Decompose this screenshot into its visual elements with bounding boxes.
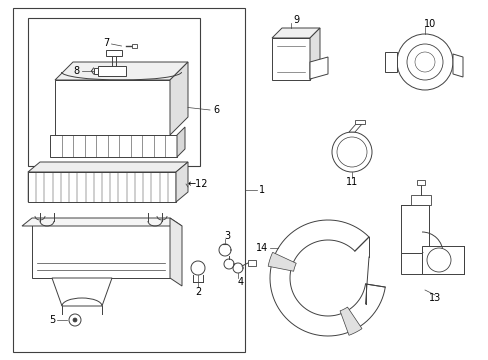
Polygon shape [309, 28, 319, 80]
Polygon shape [93, 68, 97, 74]
Polygon shape [400, 205, 428, 253]
Text: 10: 10 [423, 19, 435, 29]
Text: 9: 9 [292, 15, 299, 25]
Polygon shape [55, 62, 187, 80]
Polygon shape [339, 307, 361, 335]
Text: 6: 6 [213, 105, 219, 115]
Text: ←12: ←12 [187, 179, 208, 189]
Polygon shape [28, 162, 187, 172]
Text: 13: 13 [428, 293, 440, 303]
Bar [13, 8, 244, 352]
Polygon shape [452, 54, 462, 77]
Text: 5: 5 [49, 315, 55, 325]
Polygon shape [271, 28, 319, 38]
Bar [247, 260, 256, 266]
Circle shape [406, 44, 442, 80]
Text: 1: 1 [259, 185, 264, 195]
Text: 3: 3 [224, 231, 229, 241]
Polygon shape [271, 38, 309, 80]
Bar [354, 120, 364, 124]
Bar [410, 195, 430, 205]
Polygon shape [55, 80, 170, 135]
Bar [131, 44, 136, 48]
Polygon shape [97, 66, 125, 76]
Text: 2: 2 [195, 287, 201, 297]
Text: 8: 8 [73, 66, 80, 76]
Circle shape [396, 34, 452, 90]
Polygon shape [269, 220, 385, 336]
Polygon shape [170, 218, 182, 286]
Polygon shape [22, 218, 182, 226]
Polygon shape [400, 253, 421, 274]
Polygon shape [348, 124, 361, 132]
Circle shape [414, 52, 434, 72]
Circle shape [336, 137, 366, 167]
Polygon shape [170, 62, 187, 135]
Polygon shape [32, 218, 170, 278]
Text: 14: 14 [255, 243, 267, 253]
Polygon shape [267, 252, 296, 271]
Circle shape [73, 318, 77, 322]
Polygon shape [421, 246, 463, 274]
Polygon shape [50, 135, 177, 157]
Polygon shape [384, 52, 396, 72]
Polygon shape [177, 127, 184, 157]
Polygon shape [309, 57, 327, 79]
Bar [28, 18, 200, 166]
Text: 4: 4 [238, 277, 244, 287]
Polygon shape [105, 50, 121, 56]
Bar [416, 180, 424, 185]
Circle shape [426, 248, 450, 272]
Text: 7: 7 [103, 38, 109, 48]
Circle shape [69, 314, 81, 326]
Polygon shape [176, 162, 187, 202]
Polygon shape [52, 278, 112, 306]
Circle shape [331, 132, 371, 172]
Text: 11: 11 [345, 177, 357, 187]
Polygon shape [28, 172, 176, 202]
